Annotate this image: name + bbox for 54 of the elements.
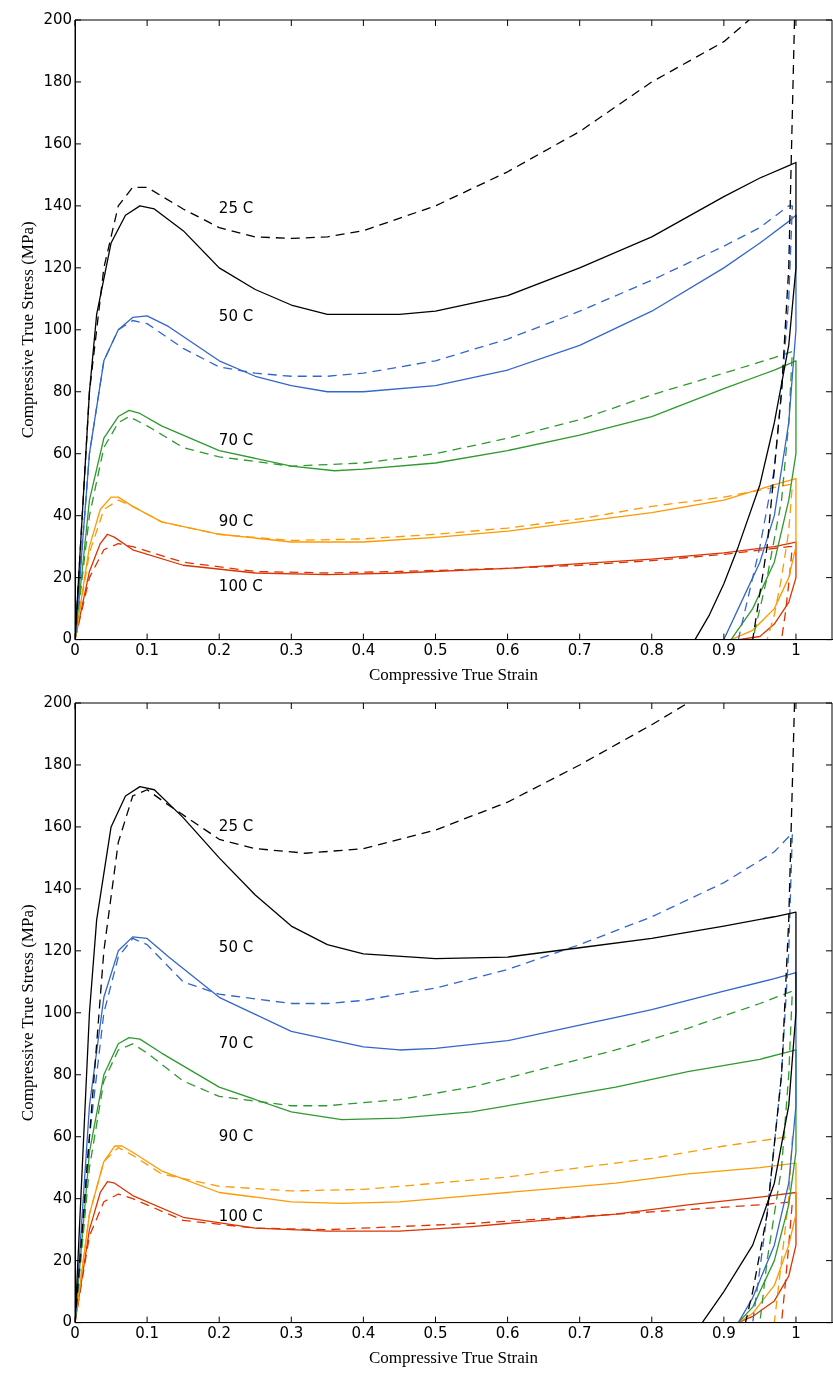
annotation: 70 C — [218, 1033, 254, 1052]
y-tick-label: 100 — [43, 1002, 73, 1021]
x-tick-label: 0.4 — [351, 1324, 376, 1343]
x-tick-label: 0.5 — [423, 641, 448, 660]
x-tick-label: 0.7 — [567, 641, 592, 660]
x-tick-label: 0.3 — [279, 641, 304, 660]
y-tick-label: 80 — [52, 1064, 73, 1083]
x-tick-label: 0.9 — [711, 1324, 736, 1343]
y-tick-label: 120 — [43, 257, 73, 276]
y-axis-title: Compressive True Stress (MPa) — [17, 221, 37, 439]
x-tick-label: 0.6 — [495, 1324, 520, 1343]
annotation: 25 C — [218, 198, 254, 217]
x-tick-label: 0.9 — [711, 641, 736, 660]
y-tick-label: 200 — [43, 9, 73, 28]
x-tick-label: 0.1 — [135, 1324, 160, 1343]
y-tick-label: 40 — [52, 505, 73, 524]
x-tick-label: 0.6 — [495, 641, 520, 660]
y-tick-label: 180 — [43, 71, 73, 90]
y-tick-label: 120 — [43, 940, 73, 959]
y-axis-title: Compressive True Stress (MPa) — [17, 904, 37, 1122]
y-tick-label: 40 — [52, 1188, 73, 1207]
x-tick-label: 0.3 — [279, 1324, 304, 1343]
y-tick-label: 160 — [43, 133, 73, 152]
x-tick-label: 0.1 — [135, 641, 160, 660]
y-tick-label: 20 — [52, 1250, 73, 1269]
x-tick-label: 0.7 — [567, 1324, 592, 1343]
annotation: 90 C — [218, 1126, 254, 1145]
x-tick-label: 0.2 — [207, 1324, 232, 1343]
y-tick-label: 140 — [43, 878, 73, 897]
y-tick-label: 80 — [52, 381, 73, 400]
y-tick-label: 100 — [43, 319, 73, 338]
annotation: 70 C — [218, 431, 254, 450]
x-axis-title: Compressive True Strain — [368, 665, 539, 685]
x-tick-label: 0.8 — [639, 641, 664, 660]
annotation: 50 C — [218, 937, 254, 956]
y-tick-label: 60 — [52, 443, 73, 462]
annotation: 25 C — [218, 816, 254, 835]
y-tick-label: 60 — [52, 1126, 73, 1145]
x-axis-title: Compressive True Strain — [368, 1348, 539, 1368]
annotation: 100 C — [218, 1207, 263, 1226]
x-tick-label: 0.8 — [639, 1324, 664, 1343]
y-tick-label: 200 — [43, 692, 73, 711]
x-tick-label: 1 — [791, 1324, 801, 1343]
annotation: 100 C — [218, 576, 263, 595]
y-tick-label: 180 — [43, 754, 73, 773]
y-tick-label: 20 — [52, 567, 73, 586]
annotation: 50 C — [218, 307, 254, 326]
x-tick-label: 1 — [791, 641, 801, 660]
y-tick-label: 160 — [43, 816, 73, 835]
x-tick-label: 0.2 — [207, 641, 232, 660]
x-tick-label: 0.4 — [351, 641, 376, 660]
annotation: 90 C — [218, 511, 254, 530]
y-tick-label: 140 — [43, 195, 73, 214]
x-tick-label: 0.5 — [423, 1324, 448, 1343]
